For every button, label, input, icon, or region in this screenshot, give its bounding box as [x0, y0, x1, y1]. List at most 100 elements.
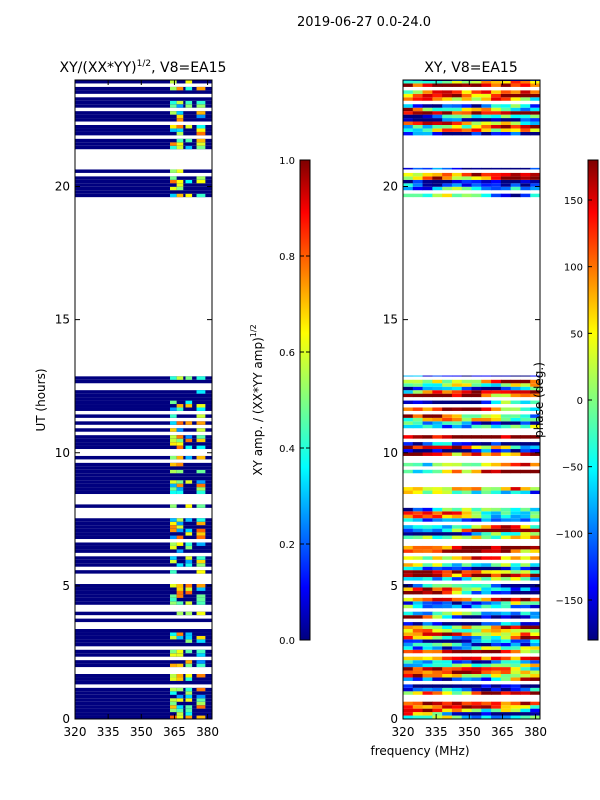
heatmap-cell: [442, 421, 453, 425]
heatmap-cell: [442, 667, 453, 671]
heatmap-cell: [403, 487, 414, 491]
heatmap-cell: [530, 83, 540, 87]
heatmap-cell: [432, 507, 443, 512]
heatmap-cell: [432, 611, 443, 616]
heatmap-cell: [510, 176, 521, 180]
heatmap-cell: [412, 556, 424, 560]
heatmap-cell: [510, 556, 521, 560]
heatmap-cell: [491, 176, 502, 180]
heatmap-cell: [196, 390, 206, 394]
heatmap-cell: [500, 390, 512, 394]
heatmap-cell: [500, 442, 512, 446]
heatmap-cell: [196, 570, 206, 574]
heatmap-cell: [510, 407, 521, 411]
heatmap-cell: [170, 691, 177, 695]
heatmap-cell: [170, 542, 177, 546]
heatmap-cell: [442, 507, 453, 512]
heatmap-cell: [442, 179, 453, 184]
heatmap-cell: [461, 393, 472, 398]
heatmap-cell: [412, 570, 424, 574]
heatmap-cell: [196, 193, 206, 198]
heatmap-cell: [500, 393, 512, 398]
heatmap-cell: [530, 649, 540, 654]
heatmap-cell: [185, 404, 193, 408]
heatmap-cell: [530, 674, 540, 678]
heatmap-cell: [432, 597, 443, 602]
heatmap-cell: [520, 424, 531, 429]
heatmap-row: [75, 393, 212, 398]
heatmap-cell: [442, 712, 453, 716]
heatmap-cell: [403, 556, 414, 560]
heatmap-cell: [403, 114, 414, 119]
heatmap-cell: [520, 417, 531, 422]
heatmap-cell: [491, 462, 502, 467]
heatmap-cell: [422, 670, 433, 675]
heatmap-cell: [432, 601, 443, 605]
heatmap-cell: [471, 590, 482, 595]
amplitude-heatmap: [75, 80, 212, 719]
heatmap-cell: [491, 445, 502, 450]
heatmap-cell: [500, 452, 512, 456]
heatmap-cell: [422, 379, 433, 384]
heatmap-cell: [451, 712, 463, 716]
heatmap-cell: [176, 584, 184, 588]
heatmap-cell: [170, 128, 177, 132]
heatmap-cell: [412, 407, 424, 411]
heatmap-cell: [185, 587, 193, 591]
heatmap-cell: [461, 604, 472, 609]
heatmap-cell: [185, 677, 193, 681]
heatmap-row: [75, 376, 212, 380]
heatmap-row: [75, 404, 212, 408]
heatmap-cell: [461, 172, 472, 177]
colorbar-tick-label: 1.0: [279, 156, 295, 167]
heatmap-cell: [442, 167, 453, 170]
heatmap-cell: [461, 549, 472, 553]
heatmap-cell: [530, 90, 540, 94]
heatmap-cell: [500, 97, 512, 101]
heatmap-row: [75, 407, 212, 411]
heatmap-cell: [412, 601, 424, 605]
heatmap-cell: [176, 663, 184, 668]
heatmap-cell: [412, 691, 424, 695]
heatmap-cell: [403, 584, 414, 588]
heatmap-cell: [412, 615, 424, 619]
heatmap-cell: [491, 570, 502, 574]
heatmap-cell: [491, 118, 502, 122]
heatmap-cell: [491, 442, 502, 446]
heatmap-cell: [422, 128, 433, 132]
heatmap-cell: [520, 386, 531, 391]
heatmap-cell: [510, 667, 521, 671]
heatmap-cell: [412, 656, 424, 661]
heatmap-cell: [185, 545, 193, 550]
heatmap-cell: [481, 80, 492, 84]
heatmap-cell: [403, 375, 414, 377]
heatmap-row: [75, 559, 212, 564]
heatmap-cell: [403, 407, 414, 411]
heatmap-cell: [176, 179, 184, 184]
heatmap-cell: [500, 584, 512, 588]
heatmap-cell: [461, 570, 472, 574]
heatmap-cell: [520, 445, 531, 450]
heatmap-cell: [471, 566, 482, 571]
heatmap-cell: [530, 556, 540, 560]
heatmap-cell: [432, 566, 443, 571]
heatmap-cell: [530, 573, 540, 578]
heatmap-cell: [176, 521, 184, 526]
heatmap-cell: [403, 629, 414, 633]
heatmap-cell: [412, 118, 424, 122]
heatmap-cell: [510, 715, 521, 719]
heatmap-cell: [170, 649, 177, 654]
heatmap-cell: [481, 528, 492, 533]
heatmap-row: [75, 563, 212, 567]
heatmap-row: [75, 438, 212, 443]
heatmap-cell: [471, 93, 482, 98]
heatmap-cell: [451, 577, 463, 581]
heatmap-cell: [422, 573, 433, 578]
heatmap-cell: [510, 535, 521, 540]
heatmap-cell: [530, 604, 540, 609]
heatmap-cell: [461, 545, 472, 550]
heatmap-cell: [185, 590, 193, 595]
heatmap-cell: [530, 97, 540, 101]
heatmap-cell: [403, 167, 414, 170]
heatmap-cell: [432, 393, 443, 398]
